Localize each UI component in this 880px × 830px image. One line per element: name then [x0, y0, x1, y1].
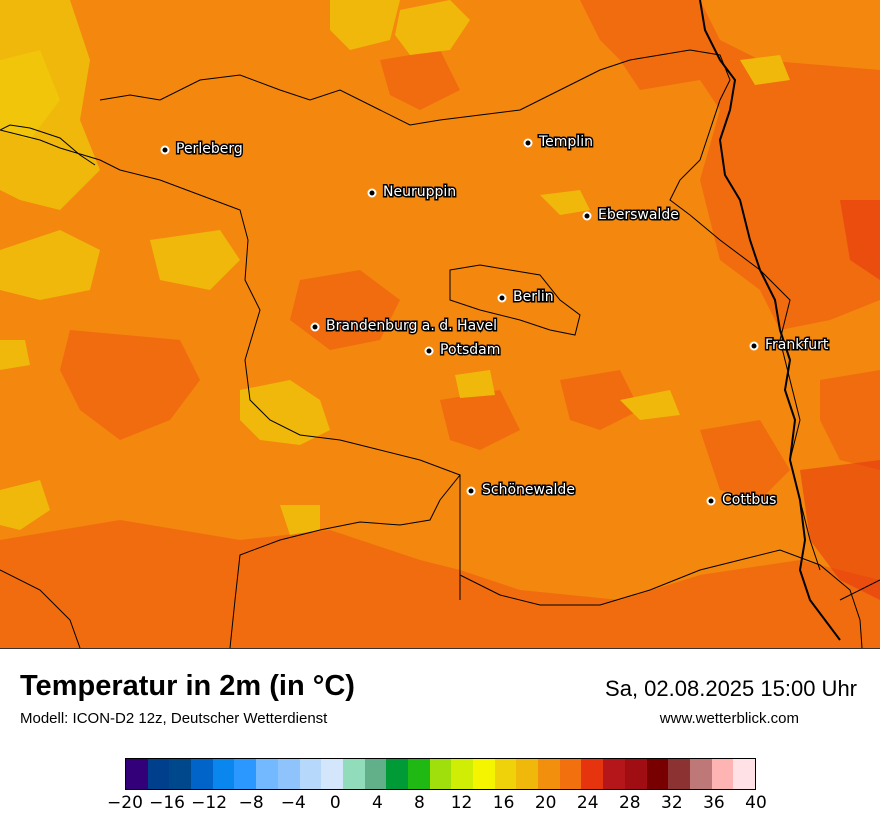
- color-scale-segment: [126, 759, 148, 789]
- forecast-datetime: Sa, 02.08.2025 15:00 Uhr: [605, 676, 857, 701]
- hot-zones: [800, 200, 880, 600]
- color-scale-tick: 24: [576, 793, 599, 813]
- color-scale-segment: [234, 759, 257, 789]
- color-scale-tick: 16: [492, 793, 515, 813]
- city-marker: [706, 496, 716, 506]
- color-scale-tick: 8: [414, 793, 425, 813]
- city-brandenburg: Brandenburg a. d. Havel: [310, 317, 498, 336]
- city-templin: Templin: [523, 133, 594, 152]
- temperature-map[interactable]: Perleberg Templin Neuruppin Eberswalde B…: [0, 0, 880, 649]
- color-scale-segment: [342, 759, 365, 789]
- color-scale-segment: [169, 759, 192, 789]
- city-marker: [424, 346, 434, 356]
- color-scale-tick: −4: [280, 793, 306, 813]
- city-schoenewalde: Schönewalde: [466, 481, 576, 500]
- color-scale-segment: [668, 759, 690, 789]
- color-scale-tick: 40: [745, 793, 767, 813]
- color-scale-segment: [733, 759, 755, 789]
- city-berlin: Berlin: [497, 288, 555, 307]
- city-marker: [466, 486, 476, 496]
- color-scale-segment: [581, 759, 604, 789]
- color-scale-segment: [646, 759, 669, 789]
- city-perleberg: Perleberg: [160, 140, 244, 159]
- color-scale-tick: −8: [238, 793, 264, 813]
- cities: Perleberg Templin Neuruppin Eberswalde B…: [160, 133, 830, 510]
- website-link[interactable]: www.wetterblick.com: [659, 710, 799, 727]
- color-scale-segment: [191, 759, 213, 789]
- color-scale-segment: [494, 759, 517, 789]
- color-scale-tick: −12: [191, 793, 228, 813]
- color-scale-tick: −16: [149, 793, 186, 813]
- city-label: Cottbus: [722, 492, 776, 508]
- city-marker: [310, 322, 320, 332]
- color-scale-segment: [559, 759, 582, 789]
- city-label: Potsdam: [440, 342, 500, 358]
- color-scale-segment: [407, 759, 430, 789]
- city-potsdam: Potsdam: [424, 341, 502, 360]
- color-scale-tick: 28: [618, 793, 641, 813]
- color-scale-tick: 12: [450, 793, 473, 813]
- color-scale-segment: [277, 759, 300, 789]
- color-scale-segment: [212, 759, 235, 789]
- national-border: [699, 0, 841, 641]
- city-eberswalde: Eberswalde: [582, 206, 680, 225]
- color-scale-ticks: −20 −16 −12 −8 −4 0 4 8 12 16 20 24 28 32 36 40: [0, 793, 880, 823]
- color-scale-tick: 36: [703, 793, 725, 813]
- city-marker: [367, 188, 377, 198]
- city-marker: [160, 145, 170, 155]
- city-label: Berlin: [513, 289, 554, 305]
- color-scale-segment: [689, 759, 712, 789]
- color-scale-segment: [516, 759, 539, 789]
- color-scale-tick: −20: [107, 793, 143, 813]
- city-label: Perleberg: [176, 141, 243, 157]
- city-marker: [749, 341, 759, 351]
- color-scale-segment: [451, 759, 473, 789]
- map-title: Temperatur in 2m (in °C): [20, 670, 355, 702]
- color-scale-tick: 20: [534, 793, 557, 813]
- city-label: Schönewalde: [482, 482, 575, 498]
- city-label: Brandenburg a. d. Havel: [326, 318, 497, 334]
- borders: [0, 49, 880, 648]
- color-scale-segment: [299, 759, 322, 789]
- city-neuruppin: Neuruppin: [367, 183, 458, 202]
- color-scale-tick: 0: [329, 793, 341, 813]
- color-scale-segment: [321, 759, 343, 789]
- model-source: Modell: ICON-D2 12z, Deutscher Wetterdie…: [20, 710, 328, 727]
- color-scale-segment: [386, 759, 408, 789]
- color-scale-segment: [538, 759, 560, 789]
- city-label: Templin: [538, 134, 593, 150]
- color-scale-segment: [429, 759, 452, 789]
- color-scale-segment: [364, 759, 387, 789]
- color-scale-segment: [711, 759, 734, 789]
- cold-spot: [0, 50, 60, 140]
- color-scale-tick: 4: [371, 793, 383, 813]
- color-scale-segment: [147, 759, 170, 789]
- city-label: Eberswalde: [598, 207, 679, 223]
- city-label: Neuruppin: [383, 184, 456, 200]
- city-marker: [582, 211, 592, 221]
- color-scale-segment: [603, 759, 625, 789]
- city-marker: [523, 138, 533, 148]
- color-scale-segment: [256, 759, 278, 789]
- city-cottbus: Cottbus: [706, 491, 778, 510]
- city-marker: [497, 293, 507, 303]
- city-frankfurt: Frankfurt: [749, 336, 830, 355]
- color-scale-segment: [473, 759, 495, 789]
- color-scale-bar: [125, 758, 756, 790]
- color-scale-tick: 32: [661, 793, 683, 813]
- city-label: Frankfurt: [765, 337, 829, 353]
- color-scale-segment: [624, 759, 647, 789]
- warm-zones: [0, 0, 880, 648]
